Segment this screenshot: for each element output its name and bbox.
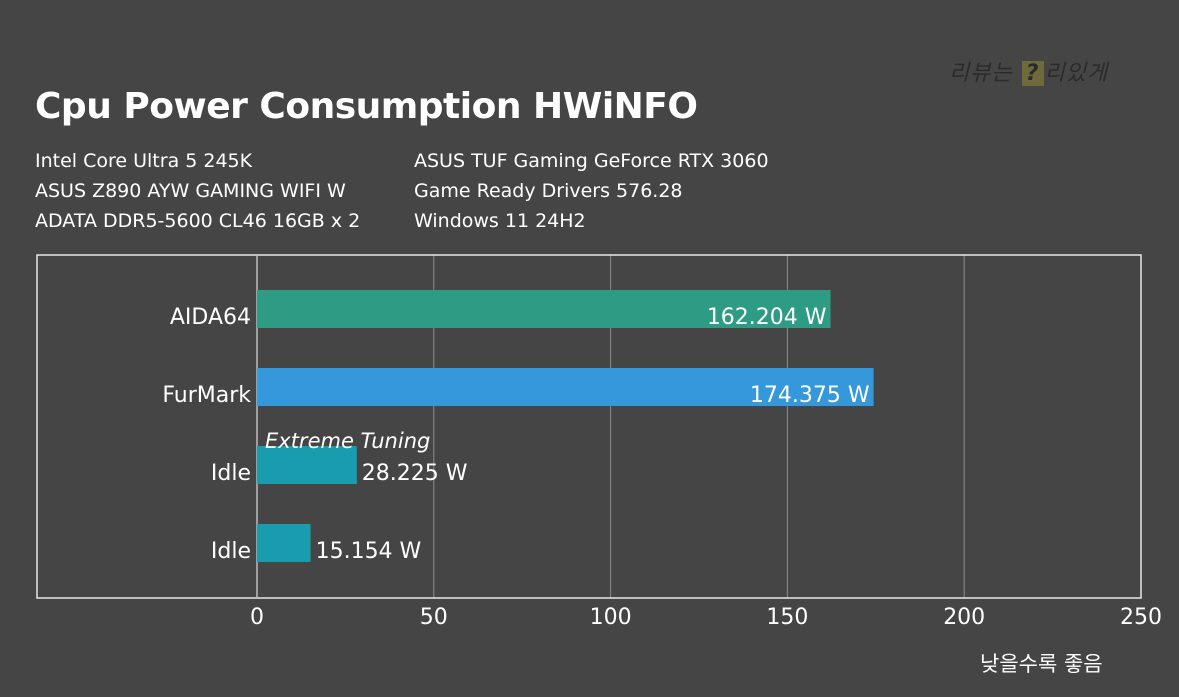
bar-0 bbox=[257, 290, 831, 328]
watermark-logo: ? bbox=[1021, 61, 1044, 86]
x-tick-label-150: 150 bbox=[766, 605, 808, 630]
spec-driver: Game Ready Drivers 576.28 bbox=[414, 180, 683, 202]
plot-frame bbox=[36, 254, 1142, 599]
specs-right: ASUS TUF Gaming GeForce RTX 3060 Game Re… bbox=[414, 146, 769, 236]
value-label-2: 28.225 W bbox=[362, 461, 468, 486]
spec-os: Windows 11 24H2 bbox=[414, 210, 586, 232]
annotation-extreme-tuning: Extreme Tuning bbox=[265, 429, 430, 453]
spec-memory: ADATA DDR5-5600 CL46 16GB x 2 bbox=[35, 210, 361, 232]
category-label-2: Idle bbox=[211, 461, 251, 486]
value-label-1: 174.375 W bbox=[750, 383, 870, 408]
watermark-text-post: 리있게 bbox=[1044, 61, 1109, 86]
x-tick-label-200: 200 bbox=[943, 605, 985, 630]
specs-left: Intel Core Ultra 5 245K ASUS Z890 AYW GA… bbox=[35, 146, 360, 236]
spec-cpu: Intel Core Ultra 5 245K bbox=[35, 150, 253, 172]
bar-3 bbox=[257, 524, 311, 562]
spec-motherboard: ASUS Z890 AYW GAMING WIFI W bbox=[35, 180, 346, 202]
watermark-text-pre: 리뷰는 bbox=[949, 61, 1013, 86]
watermark: 리뷰는 ? 리있게 bbox=[949, 55, 1108, 87]
value-label-0: 162.204 W bbox=[707, 305, 827, 330]
chart-title: Cpu Power Consumption HWiNFO bbox=[35, 86, 698, 127]
spec-gpu: ASUS TUF Gaming GeForce RTX 3060 bbox=[414, 150, 769, 172]
bar-2 bbox=[257, 446, 357, 484]
footnote-lower-is-better: 낮을수록 좋음 bbox=[980, 652, 1103, 676]
x-tick-label-0: 0 bbox=[250, 605, 264, 630]
x-tick-label-250: 250 bbox=[1120, 605, 1162, 630]
category-label-0: AIDA64 bbox=[170, 305, 251, 330]
x-tick-label-100: 100 bbox=[590, 605, 632, 630]
value-label-3: 15.154 W bbox=[316, 539, 422, 564]
bar-1 bbox=[257, 368, 874, 406]
category-label-3: Idle bbox=[211, 539, 251, 564]
x-tick-label-50: 50 bbox=[420, 605, 448, 630]
category-label-1: FurMark bbox=[162, 383, 251, 408]
